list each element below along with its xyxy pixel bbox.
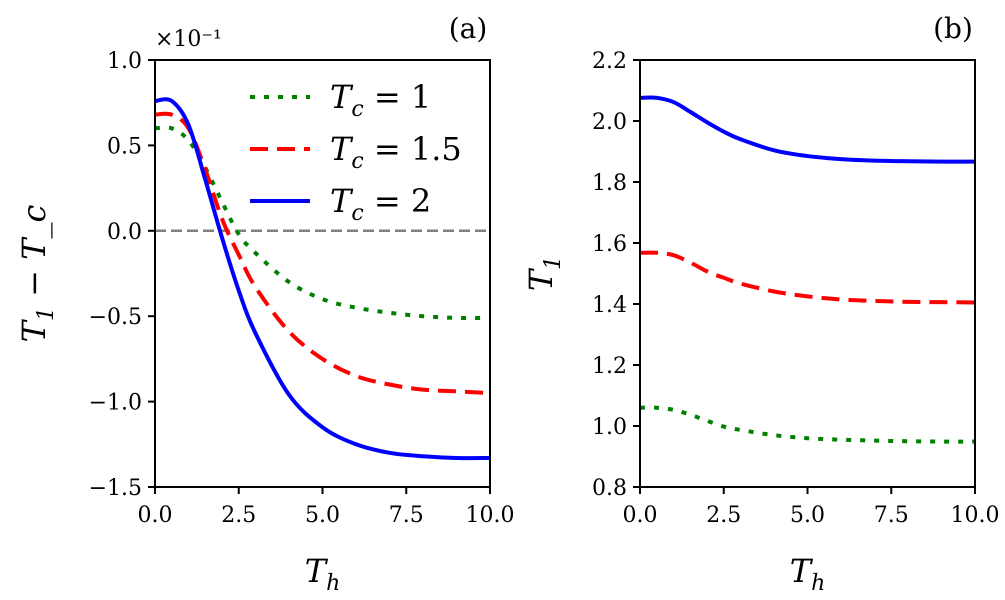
panel-b-series-line-2 [639,95,976,164]
panel-b-label: (b) [933,12,973,45]
panel-a-ylabel-text: T1 − T_c [15,205,59,343]
panel-a-ylabel: T1 − T_c [15,205,59,343]
panel-b-xtick-label: 0.0 [623,503,658,528]
panel-b-xtick-label: 2.5 [706,503,741,528]
panel-a-xtick-label: 5.0 [305,503,340,528]
legend-entry-2: Tc = 2 [330,182,431,226]
legend-label-1: Tc = 1.5 [330,130,462,174]
panel-a-xtick-label: 10.0 [466,503,515,528]
legend-label-2: Tc = 2 [330,182,431,226]
panel-b-ytick-label: 0.8 [592,476,627,501]
panel-b-ytick-label: 1.0 [592,415,627,440]
panel-a-xtick-label: 7.5 [389,503,424,528]
panel-a-ytick-label: 0.0 [107,220,142,245]
panel-b-xtick-label: 5.0 [790,503,825,528]
panel-a-ytick-label: −1.5 [89,476,142,501]
panel-a-series-line-2 [154,97,491,461]
panel-a-xtick-label: 2.5 [221,503,256,528]
panel-a-xtick-label: 0.0 [138,503,173,528]
panel-b-axes-frame [639,59,976,488]
panel-a-series-line-0 [154,125,491,321]
panel-a-ytick-label: 0.5 [107,134,142,159]
panel-a-ytick-label: 1.0 [107,49,142,74]
panel-b-series-line-0 [639,405,976,444]
panel-b-xlabel: Th [790,552,826,596]
panel-a-ytick-label: −1.0 [89,391,142,416]
panel-b-ytick-label: 1.8 [592,171,627,196]
panel-b-ytick-label: 2.0 [592,110,627,135]
panel-a-label: (a) [449,12,488,45]
panel-b-series-line-1 [639,250,976,305]
panel-b-ytick-label: 2.2 [592,49,627,74]
legend-entry-0: Tc = 1 [330,78,431,122]
legend-label-0: Tc = 1 [330,78,431,122]
panel-a-axes-frame [154,59,491,488]
panel-b-ytick-label: 1.6 [592,232,627,257]
panel-a-ytick-label: −0.5 [89,305,142,330]
panel-b-ylabel: T1 [522,256,566,291]
panel-b-xlabel-text: Th [790,552,826,596]
panel-a-y-multiplier: ×10⁻¹ [155,27,222,52]
panel-b-ytick-label: 1.2 [592,354,627,379]
panel-a-xlabel-text: Th [305,552,341,596]
panel-b-xtick-label: 10.0 [951,503,1000,528]
panel-b-ylabel-text: T1 [522,256,566,291]
panel-b-ytick-label: 1.4 [592,293,627,318]
panel-b-xtick-label: 7.5 [874,503,909,528]
legend-entry-1: Tc = 1.5 [330,130,462,174]
panel-a-xlabel: Th [305,552,341,596]
